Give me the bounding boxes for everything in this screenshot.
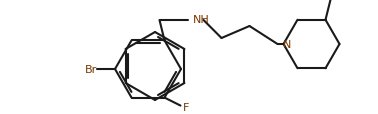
Text: NH: NH bbox=[192, 15, 209, 25]
Text: N: N bbox=[282, 40, 291, 50]
Text: Br: Br bbox=[85, 64, 97, 74]
Text: F: F bbox=[183, 102, 189, 112]
